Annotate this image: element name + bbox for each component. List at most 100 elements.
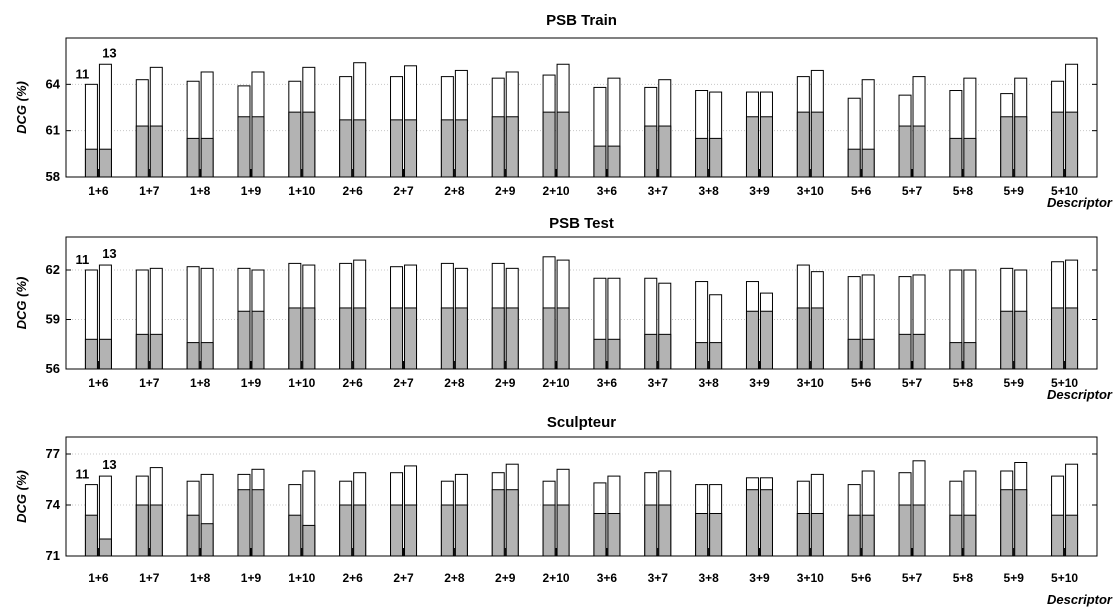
bar-base-11-2+10 xyxy=(542,504,556,557)
x-tick-label: 1+7 xyxy=(139,376,160,390)
y-axis-label: DCG (%) xyxy=(14,277,29,330)
bar-base-13-1+10 xyxy=(302,111,316,178)
bar-base-11-1+8 xyxy=(186,514,200,557)
x-tick-label: 1+6 xyxy=(88,376,109,390)
bar-base-13-3+9 xyxy=(759,310,773,370)
bar-base-11-2+9 xyxy=(491,307,505,370)
bar-base-11-5+6 xyxy=(847,338,861,370)
x-tick-label: 2+7 xyxy=(393,376,414,390)
x-tick-label: 3+8 xyxy=(698,376,719,390)
x-tick-label: 2+6 xyxy=(342,184,363,198)
x-tick-label: 2+9 xyxy=(495,376,516,390)
x-tick-label: 5+10 xyxy=(1051,376,1078,390)
x-tick-label: 3+8 xyxy=(698,184,719,198)
bar-base-13-1+10 xyxy=(302,307,316,370)
bar-base-11-3+7 xyxy=(644,125,658,178)
bar-base-13-2+6 xyxy=(353,504,367,557)
bar-label-13: 13 xyxy=(102,45,116,60)
bar-base-13-1+8 xyxy=(200,342,214,370)
x-tick-label: 1+6 xyxy=(88,184,109,198)
x-tick-label: 3+8 xyxy=(698,571,719,585)
bar-base-11-5+7 xyxy=(898,125,912,178)
bar-base-11-1+9 xyxy=(237,116,251,178)
bar-base-13-2+7 xyxy=(404,504,418,557)
bar-base-11-3+6 xyxy=(593,145,607,178)
chart-title: Sculpteur xyxy=(547,414,616,431)
x-tick-label: 3+10 xyxy=(797,184,824,198)
bar-base-13-2+7 xyxy=(404,119,418,178)
x-tick-label: 3+10 xyxy=(797,571,824,585)
bar-base-13-3+10 xyxy=(810,513,824,557)
x-tick-label: 2+8 xyxy=(444,376,465,390)
x-axis-label: Descriptor xyxy=(1047,387,1113,402)
bar-base-11-2+7 xyxy=(390,119,404,178)
bar-base-13-5+10 xyxy=(1065,307,1079,370)
bar-base-11-2+7 xyxy=(390,307,404,370)
bar-base-11-3+10 xyxy=(796,513,810,557)
chart-panel-0: 58 61 64 PSB Train DCG (%) Descriptor 1+6 11 13 1… xyxy=(14,12,1113,210)
bar-base-11-3+9 xyxy=(745,116,759,178)
bar-base-11-1+6 xyxy=(84,514,98,557)
bar-base-13-2+9 xyxy=(505,307,519,370)
x-tick-label: 2+10 xyxy=(543,184,570,198)
bar-base-11-2+10 xyxy=(542,111,556,178)
bar-base-13-3+6 xyxy=(607,338,621,370)
bar-base-11-2+8 xyxy=(440,504,454,557)
x-tick-label: 2+9 xyxy=(495,184,516,198)
bar-base-11-1+8 xyxy=(186,342,200,370)
bar-base-11-5+9 xyxy=(1000,489,1014,557)
x-axis-label: Descriptor xyxy=(1047,195,1113,210)
bar-base-11-3+8 xyxy=(695,342,709,370)
bar-label-13: 13 xyxy=(102,246,116,261)
x-tick-label: 2+6 xyxy=(342,571,363,585)
bar-base-11-5+9 xyxy=(1000,310,1014,370)
bar-base-13-5+9 xyxy=(1014,310,1028,370)
bar-base-13-1+7 xyxy=(149,125,163,178)
bar-base-13-2+10 xyxy=(556,307,570,370)
x-tick-label: 3+7 xyxy=(648,376,669,390)
x-tick-label: 5+7 xyxy=(902,571,923,585)
x-tick-label: 5+7 xyxy=(902,184,923,198)
x-tick-label: 5+9 xyxy=(1004,571,1025,585)
y-tick-label: 56 xyxy=(46,361,60,376)
bar-base-13-2+10 xyxy=(556,111,570,178)
bar-base-13-3+6 xyxy=(607,145,621,178)
bar-base-11-2+7 xyxy=(390,504,404,557)
bar-base-13-3+8 xyxy=(709,342,723,370)
bar-base-13-5+8 xyxy=(963,514,977,557)
bar-base-13-2+6 xyxy=(353,119,367,178)
bar-label-11: 11 xyxy=(76,252,90,267)
x-tick-label: 2+10 xyxy=(543,376,570,390)
y-tick-label: 58 xyxy=(46,169,60,184)
bar-base-11-5+6 xyxy=(847,148,861,178)
y-tick-label: 77 xyxy=(46,446,60,461)
plot-frame xyxy=(65,236,1098,370)
x-tick-label: 5+8 xyxy=(953,571,974,585)
bar-base-11-3+9 xyxy=(745,310,759,370)
chart-title: PSB Train xyxy=(546,12,617,29)
x-tick-label: 5+8 xyxy=(953,376,974,390)
x-tick-label: 2+10 xyxy=(543,571,570,585)
x-tick-label: 5+10 xyxy=(1051,571,1078,585)
bar-base-11-5+10 xyxy=(1051,514,1065,557)
plot-frame xyxy=(65,37,1098,178)
bar-base-11-2+9 xyxy=(491,116,505,178)
bar-base-11-2+6 xyxy=(339,307,353,370)
bar-base-11-3+10 xyxy=(796,307,810,370)
bar-base-11-2+6 xyxy=(339,119,353,178)
x-tick-label: 3+6 xyxy=(597,376,618,390)
bar-base-11-2+10 xyxy=(542,307,556,370)
bar-base-13-3+10 xyxy=(810,307,824,370)
x-tick-label: 3+9 xyxy=(749,571,770,585)
bar-label-11: 11 xyxy=(76,467,90,482)
chart-panel-1: 56 59 62 PSB Test DCG (%) Descriptor 1+6 11 13 1+… xyxy=(14,215,1113,402)
bar-base-13-2+9 xyxy=(505,489,519,557)
bar-base-13-1+8 xyxy=(200,137,214,178)
bar-base-13-2+6 xyxy=(353,307,367,370)
bar-base-13-3+8 xyxy=(709,137,723,178)
bar-base-11-5+9 xyxy=(1000,116,1014,178)
x-tick-label: 1+6 xyxy=(88,571,109,585)
bar-base-11-3+6 xyxy=(593,338,607,370)
bar-base-11-2+8 xyxy=(440,119,454,178)
bar-base-13-3+9 xyxy=(759,489,773,557)
